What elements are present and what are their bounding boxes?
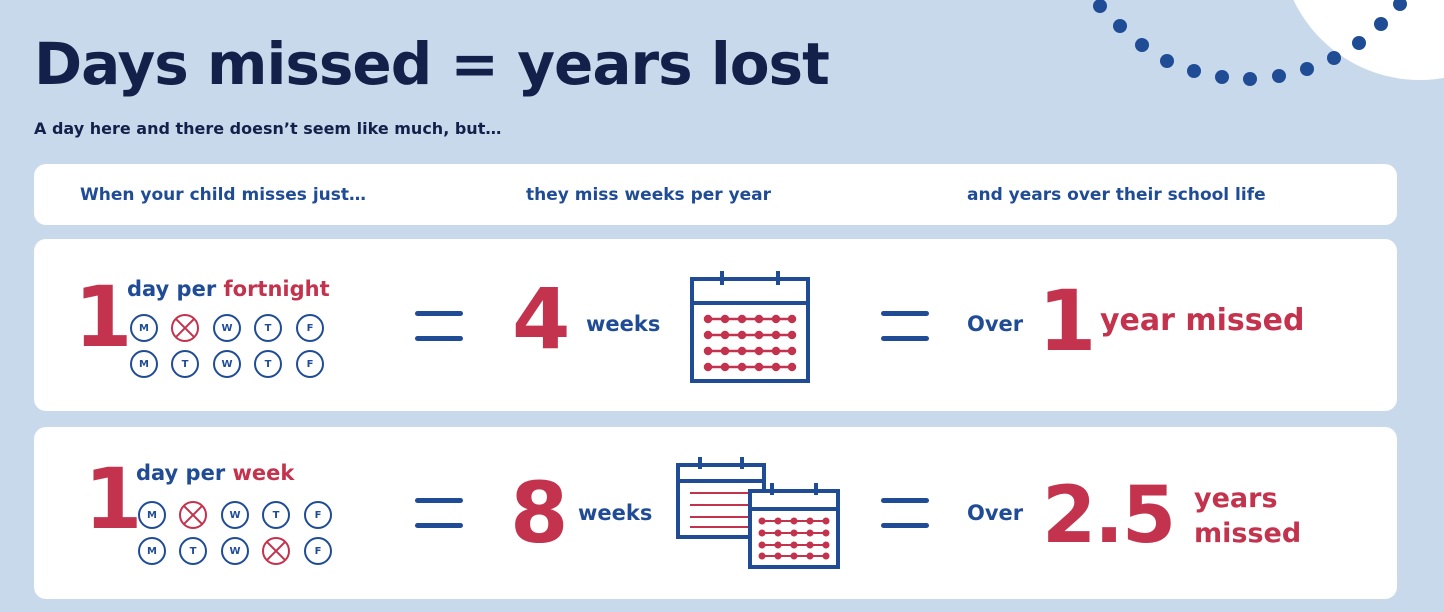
day-circle: T	[262, 501, 290, 529]
row1-freq-prefix: day per	[127, 277, 217, 301]
day-circle: M	[130, 350, 158, 378]
column-header-bar: When your child misses just… they miss w…	[34, 164, 1397, 225]
row1-frequency: day per fortnight	[127, 277, 330, 301]
day-circle: W	[213, 314, 241, 342]
day-circle: F	[296, 314, 324, 342]
row2-days-count: 1	[84, 450, 143, 548]
day-circle: T	[254, 314, 282, 342]
day-circle: F	[304, 501, 332, 529]
row1-years-count: 1	[1038, 272, 1097, 370]
row1-freq-unit: fortnight	[223, 277, 330, 301]
row2-freq-unit: week	[232, 461, 295, 485]
row-fortnight: 1 day per fortnight M T W T F M T W T F …	[34, 239, 1397, 411]
two-calendars-icon	[676, 457, 840, 569]
day-circle: W	[221, 501, 249, 529]
row2-weeks-label: weeks	[578, 501, 653, 525]
day-circle: M	[138, 537, 166, 565]
missed-day-circle: T	[262, 537, 290, 565]
row2-years-label-1: years	[1194, 483, 1278, 514]
row2-frequency: day per week	[136, 461, 294, 485]
row1-days-count: 1	[74, 268, 133, 366]
column-header-weeks: they miss weeks per year	[526, 185, 772, 205]
row2-over-label: Over	[967, 501, 1024, 525]
day-circle: T	[171, 350, 199, 378]
equals-icon	[415, 311, 463, 341]
equals-icon	[881, 498, 929, 528]
calendar-icon	[690, 271, 810, 383]
page-subtitle: A day here and there doesn’t seem like m…	[34, 119, 502, 138]
column-header-years: and years over their school life	[967, 185, 1266, 205]
missed-day-circle: T	[171, 314, 199, 342]
day-circle: W	[221, 537, 249, 565]
row2-freq-prefix: day per	[136, 461, 226, 485]
row-week: 1 day per week M T W T F M T W T F 8 wee…	[34, 427, 1397, 599]
day-circle: T	[179, 537, 207, 565]
row2-weeks-count: 8	[510, 464, 569, 562]
row1-weeks-label: weeks	[586, 312, 661, 336]
day-circle: M	[138, 501, 166, 529]
row1-years-label: year missed	[1100, 303, 1305, 338]
day-circle: F	[296, 350, 324, 378]
column-header-misses: When your child misses just…	[80, 185, 367, 205]
day-circle: F	[304, 537, 332, 565]
day-circle: T	[254, 350, 282, 378]
equals-icon	[415, 498, 463, 528]
calendar-icon-front	[748, 483, 840, 569]
row2-years-label-2: missed	[1194, 518, 1302, 549]
row1-weeks-count: 4	[512, 270, 571, 368]
missed-day-circle: T	[179, 501, 207, 529]
equals-icon	[881, 311, 929, 341]
page-title: Days missed = years lost	[34, 30, 830, 98]
day-circle: W	[213, 350, 241, 378]
day-circle: M	[130, 314, 158, 342]
row1-over-label: Over	[967, 312, 1024, 336]
row2-years-count: 2.5	[1042, 471, 1176, 561]
